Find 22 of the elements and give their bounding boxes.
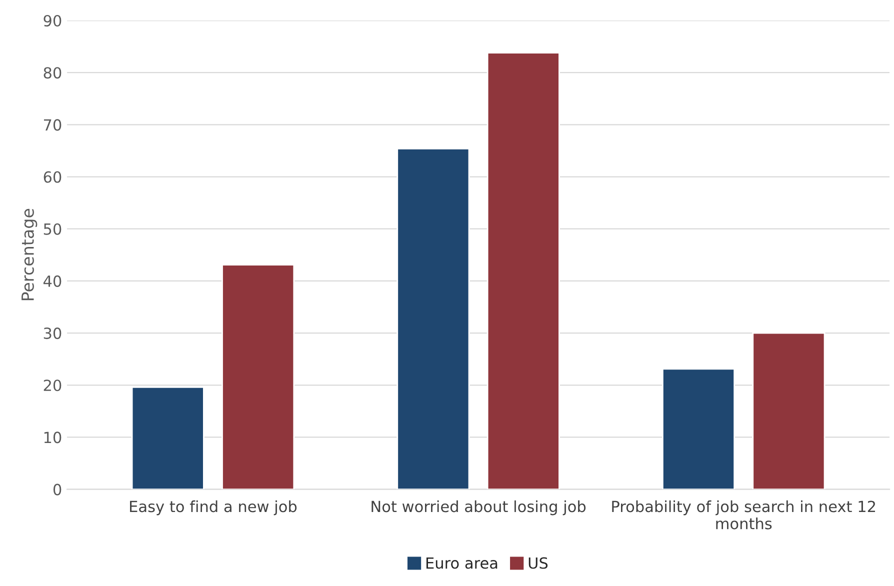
y-tick-label: 70 xyxy=(44,119,62,131)
x-tick-label: Not worried about losing job xyxy=(372,500,586,516)
y-tick-label: 10 xyxy=(44,432,62,444)
y-tick-label: 0 xyxy=(53,484,62,496)
y-tick-label: 30 xyxy=(44,328,62,340)
bar xyxy=(222,264,295,490)
y-tick-label: 60 xyxy=(44,171,62,183)
y-tick-label: 80 xyxy=(44,67,62,79)
y-tick-label: 50 xyxy=(44,223,62,235)
legend-label: US xyxy=(528,557,548,569)
legend-label: Euro area xyxy=(426,557,498,569)
bar xyxy=(131,386,204,490)
y-axis-title: Percentage xyxy=(22,208,38,300)
x-tick-label: Probability of job search in next 12 months xyxy=(612,500,876,530)
bar xyxy=(486,52,560,490)
y-tick-label: 40 xyxy=(43,275,62,287)
bar xyxy=(752,332,826,490)
bar xyxy=(662,368,736,490)
y-tick-label: 20 xyxy=(44,380,62,392)
y-tick-label: 90 xyxy=(44,14,62,27)
bar xyxy=(396,148,470,490)
x-tick-label: Easy to find a new job xyxy=(130,500,297,516)
